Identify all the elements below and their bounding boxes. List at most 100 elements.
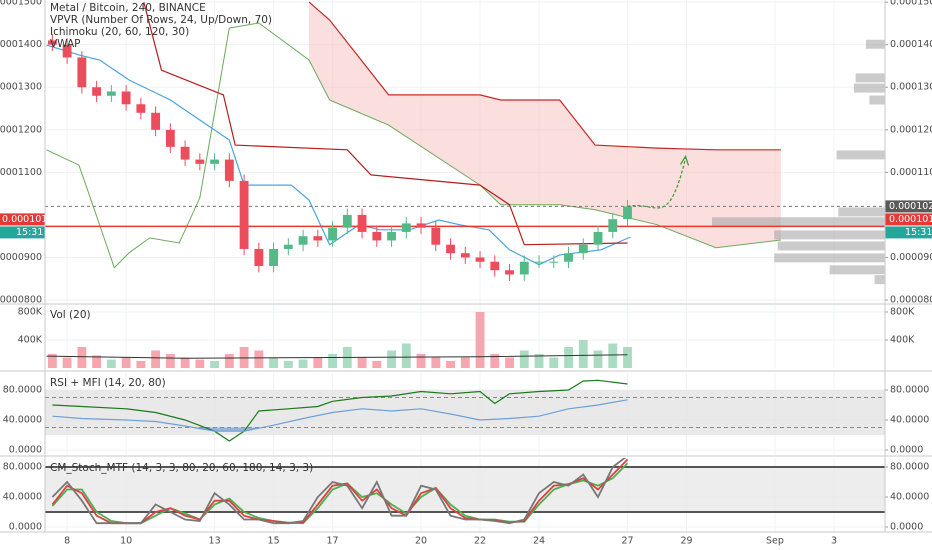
y-tick-label: 400K <box>890 335 915 346</box>
volume-bar <box>578 340 588 368</box>
band <box>45 466 885 512</box>
y-tick-label: 0.0000900 <box>890 252 932 263</box>
volume-bar <box>519 350 529 368</box>
y-tick-label: 0.0001100 <box>890 167 932 178</box>
y-tick-label: 0.0000 <box>9 521 42 532</box>
candle-body <box>416 223 426 228</box>
volume-profile-bar <box>777 241 885 251</box>
candle-body <box>165 129 175 147</box>
legend-text: VPVR (Number Of Rows, 24, Up/Down, 70) <box>50 14 272 26</box>
volume-profile-bar <box>855 73 885 83</box>
volume-bar <box>195 359 205 368</box>
y-tick-label: 0.0001100 <box>0 167 42 178</box>
candle-body <box>210 159 220 164</box>
indicator-line <box>52 379 628 442</box>
candle-body <box>77 57 87 88</box>
candle-body <box>136 104 146 113</box>
x-tick-label: 13 <box>209 536 221 547</box>
span-a-line <box>46 22 781 269</box>
candle-body <box>490 261 500 271</box>
ichimoku-cloud <box>308 2 781 248</box>
x-tick-label: 20 <box>415 536 427 547</box>
y-tick-label: 0.0001400 <box>0 39 42 50</box>
y-tick-label: 80.0000 <box>890 461 929 472</box>
candle-body <box>446 244 455 254</box>
candle-body <box>608 219 618 232</box>
volume-bar <box>549 357 559 368</box>
candle-body <box>298 236 308 245</box>
y-tick-label: 0.0001300 <box>0 82 42 93</box>
x-tick-label: 22 <box>474 536 486 547</box>
candle-body <box>224 159 234 181</box>
volume-bar <box>490 354 500 368</box>
x-tick-label: 3 <box>831 536 837 547</box>
volume-bar <box>62 357 72 368</box>
countdown: 15:31 <box>905 227 932 238</box>
x-tick-label: 27 <box>621 536 633 547</box>
volume-profile-bar <box>829 265 885 275</box>
candle-body <box>47 40 57 45</box>
candle-body <box>401 223 411 232</box>
volume-bar <box>534 354 544 368</box>
y-tick-label: 80.0000 <box>890 385 929 396</box>
pane <box>45 0 885 303</box>
candle-body <box>460 253 470 258</box>
volume-bar <box>283 361 293 368</box>
candle-body <box>564 253 573 262</box>
countdown-box <box>0 226 45 239</box>
volume-profile-bar <box>836 150 885 160</box>
volume-profile-bar <box>774 253 885 263</box>
volume-bar <box>269 357 279 368</box>
volume-bar <box>121 357 131 368</box>
y-tick-label: 0.0000 <box>9 444 42 455</box>
countdown-box <box>885 226 932 239</box>
price-label-box <box>885 213 932 226</box>
volume-profile-bar <box>865 39 885 49</box>
candle-body <box>342 214 352 228</box>
y-tick-label: 0.0001500 <box>0 0 42 8</box>
candle-body <box>92 87 102 96</box>
ichimoku-line <box>143 1 628 246</box>
candle-body <box>328 227 337 241</box>
y-tick-label: 800K <box>18 307 43 318</box>
candle-body <box>62 44 72 58</box>
volume-bar <box>328 354 337 368</box>
y-tick-label: 0.0000 <box>890 521 923 532</box>
countdown: 15:31 <box>16 227 43 238</box>
candle-body <box>549 261 559 263</box>
y-tick-label: 800K <box>890 307 915 318</box>
volume-profile-bar <box>853 83 885 93</box>
frame <box>0 0 932 533</box>
candle-body <box>313 236 323 241</box>
candle-body <box>505 270 514 275</box>
y-tick-label: 0.0001200 <box>890 124 932 135</box>
candle-body <box>151 112 161 130</box>
volume-bar <box>254 350 264 368</box>
volume-bar <box>313 357 323 368</box>
candle-body <box>519 261 529 275</box>
volume-profile-bar <box>874 275 885 285</box>
band <box>45 390 885 435</box>
volume-bar <box>431 357 441 368</box>
candle-body <box>623 206 632 220</box>
legend-text: Ichimoku (20, 60, 120, 30) <box>50 26 189 38</box>
y-tick-label: 0.0001200 <box>0 124 42 135</box>
y-tick-label: 0.0000800 <box>890 295 932 306</box>
pane-title: CM_Stoch_MTF (14, 3, 3, 80, 20, 60, 180,… <box>50 462 313 474</box>
volume-bar <box>106 359 116 368</box>
y-tick-label: 40.0000 <box>890 491 929 502</box>
candle-body <box>578 244 588 254</box>
arrow-head <box>680 154 690 166</box>
x-tick-label: 10 <box>120 536 132 547</box>
volume-bar <box>446 361 455 368</box>
candle-body <box>431 227 441 245</box>
volume-bar <box>210 361 220 368</box>
price-label-box <box>0 213 45 226</box>
y-tick-label: 0.0001500 <box>890 0 932 8</box>
volume-bar <box>401 343 411 368</box>
y-tick-label: 40.0000 <box>890 414 929 425</box>
y-tick-label: 0.0001300 <box>890 82 932 93</box>
